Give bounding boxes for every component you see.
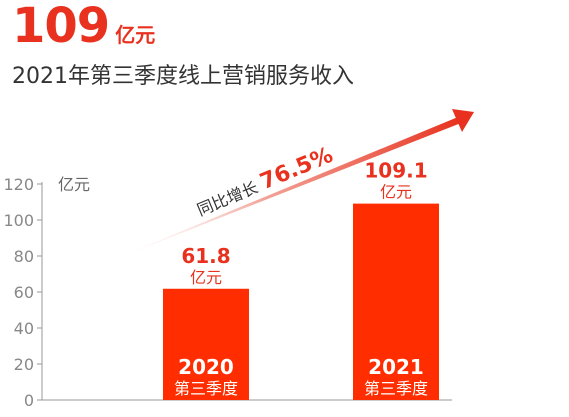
y-axis: 0 20 40 60 80 100 120 亿元 [3,175,452,410]
bar-value-unit: 亿元 [190,268,222,287]
growth-arrow-head [452,109,474,132]
growth-arrow-shaft [100,117,461,265]
headline-unit: 亿元 [115,23,156,47]
growth-label: 同比增长 76.5% [193,143,337,222]
y-tick-label: 60 [14,283,34,302]
bar-2020 [163,288,249,400]
bar-2021 [353,203,439,400]
headline-value: 109 [12,0,110,54]
bar-value-label: 61.8 [181,244,230,268]
bar-category-sublabel: 第三季度 [174,379,238,398]
bar-category-sublabel: 第三季度 [364,379,428,398]
chart-subtitle: 2021年第三季度线上营销服务收入 [12,64,354,89]
y-tick-label: 40 [14,319,34,338]
headline: 109 亿元 [12,2,155,50]
y-tick-label: 120 [3,175,34,194]
y-tick-label: 100 [3,211,34,230]
bar-value-unit: 亿元 [380,183,412,202]
y-tick-label: 80 [14,247,34,266]
y-axis-unit-label: 亿元 [58,175,90,194]
bar-category-label: 2020 [178,355,234,379]
y-tick-label: 0 [24,391,34,410]
y-tick-label: 20 [14,355,34,374]
bar-category-label: 2021 [368,355,424,379]
bar-value-label: 109.1 [364,159,427,183]
